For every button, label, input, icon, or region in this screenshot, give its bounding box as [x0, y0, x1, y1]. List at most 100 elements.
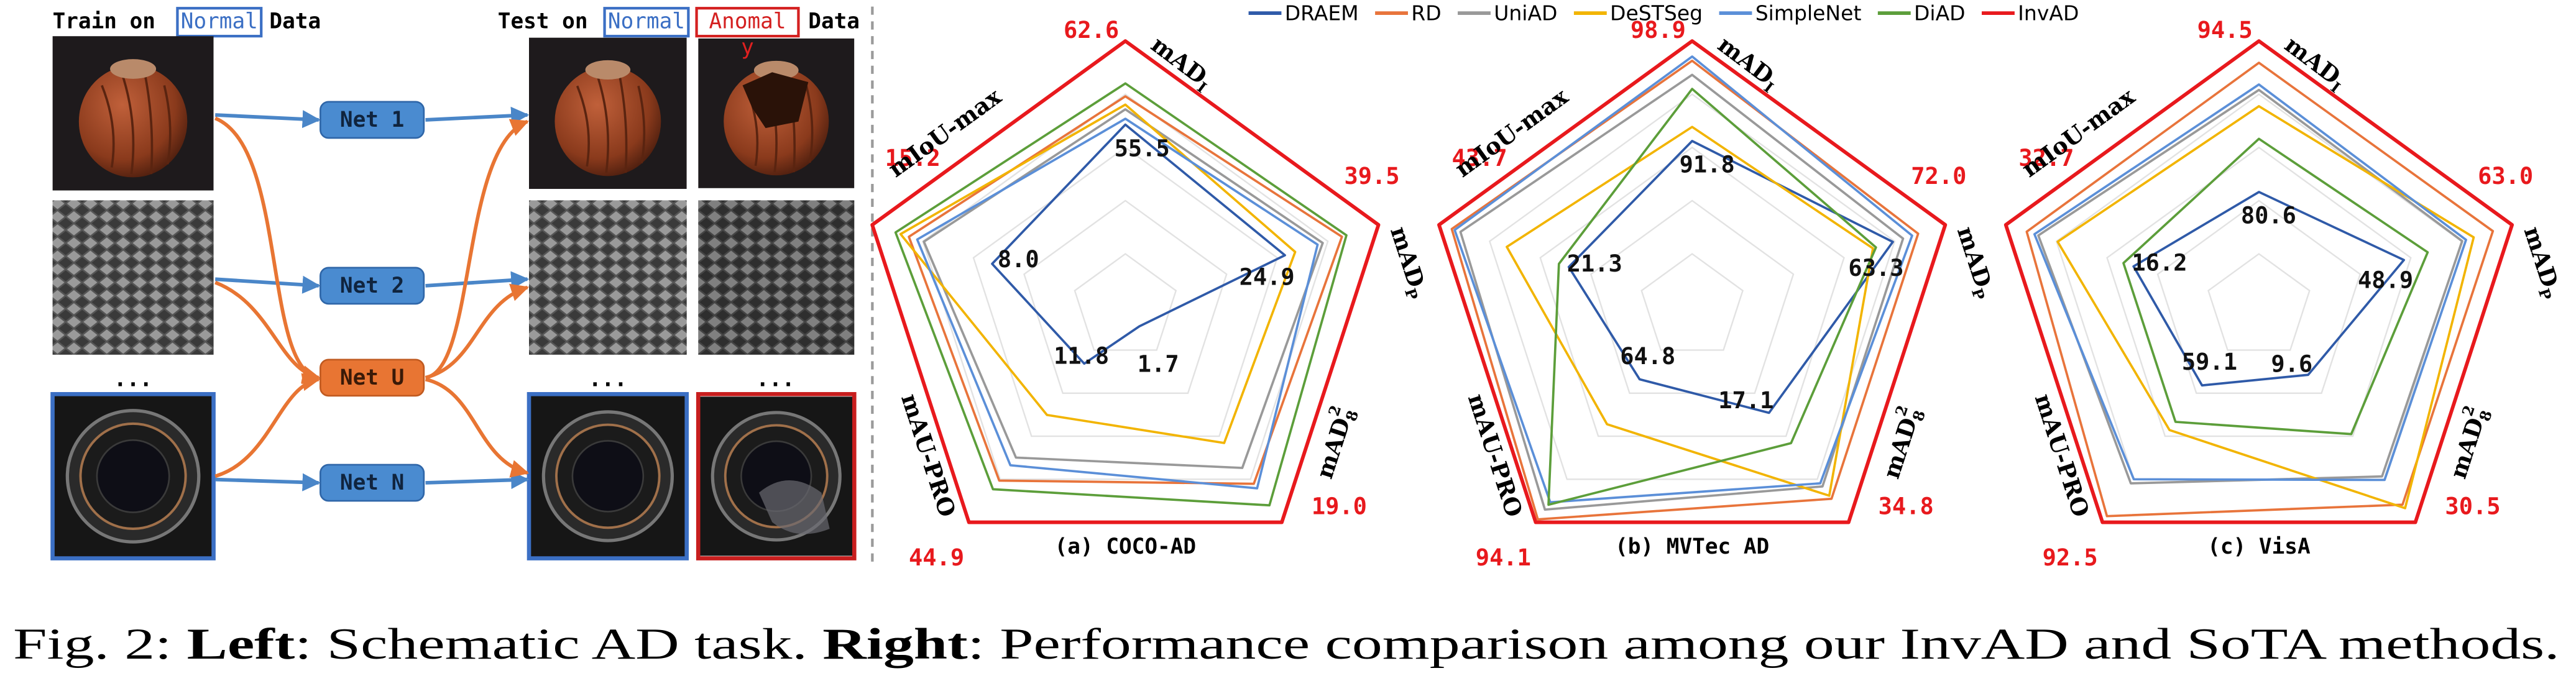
- value-label: 21.3: [1567, 250, 1622, 277]
- caption: Fig. 2: Left: Schematic AD task. Right: …: [13, 619, 2559, 669]
- grid-ring: [2207, 253, 2311, 351]
- net-label: Net N: [340, 470, 404, 495]
- value-label: 64.8: [1620, 343, 1675, 370]
- value-label: 43.7: [1452, 145, 1507, 171]
- value-label: 80.6: [2241, 202, 2296, 229]
- chart-title: (c) VisA: [2207, 534, 2311, 559]
- value-label: 11.8: [1054, 342, 1109, 369]
- grid-ring: [2106, 146, 2412, 437]
- header-text: Train on: [53, 9, 155, 34]
- value-label: 1.7: [1138, 350, 1179, 377]
- ellipsis: ...: [756, 367, 794, 392]
- series-polygon: [908, 95, 1343, 485]
- value-label: 48.9: [2358, 267, 2413, 293]
- grid-ring: [972, 146, 1279, 437]
- tag-box: [176, 7, 263, 38]
- bottle-anomal-image: [698, 396, 854, 555]
- series-polygon: [916, 117, 1319, 490]
- ellipsis: ...: [114, 367, 152, 392]
- series-polygon: [1437, 39, 1948, 524]
- net-label: Net U: [340, 365, 404, 390]
- image-border: [696, 391, 857, 560]
- value-label: 8.0: [998, 246, 1039, 273]
- caption-text: : Performance comparison among our InvAD…: [968, 619, 2560, 669]
- series-polygon: [922, 108, 1324, 469]
- series-polygon: [1459, 73, 1905, 511]
- value-label: 98.9: [1631, 17, 1686, 43]
- defect: [759, 480, 830, 534]
- series-polygon: [899, 103, 1297, 444]
- value-label: 19.0: [1312, 493, 1367, 520]
- caption-bold: Right: [822, 619, 968, 669]
- value-label: 15.2: [885, 145, 941, 171]
- arrow: [214, 280, 321, 383]
- legend-label: DRAEM: [1285, 1, 1359, 25]
- tag-anomal: Anomal: [709, 9, 786, 34]
- series-polygon: [2132, 191, 2405, 387]
- value-label: 59.1: [2182, 349, 2237, 375]
- legend-label: SimpleNet: [1755, 1, 1862, 25]
- net-box: [320, 359, 425, 397]
- hazelnut-image: [529, 36, 687, 190]
- series-polygon: [2056, 105, 2475, 510]
- bottle-image: [53, 394, 214, 558]
- series-polygon: [2025, 62, 2495, 518]
- anomaly-mark: y: [741, 35, 754, 60]
- arrow: [425, 377, 530, 478]
- series-polygon: [1453, 55, 1913, 504]
- arrow: [215, 275, 321, 294]
- value-label: 16.2: [2132, 249, 2187, 276]
- grid-image: [529, 200, 687, 355]
- value-label: 44.9: [909, 544, 964, 571]
- arrow: [425, 471, 530, 490]
- legend-label: InvAD: [2018, 1, 2079, 25]
- arrows: [214, 106, 530, 491]
- value-label: 72.0: [1911, 163, 1966, 190]
- arrow: [215, 110, 321, 129]
- arrow: [215, 473, 321, 491]
- tag-normal: Normal: [181, 9, 258, 34]
- value-label: 62.6: [1064, 17, 1119, 43]
- series-polygon: [1547, 88, 1877, 506]
- net-label: Net 1: [340, 107, 404, 132]
- header-text: Data: [269, 9, 321, 34]
- series-polygon: [2033, 83, 2467, 482]
- caption-label: Fig. 2:: [13, 619, 172, 669]
- defect: [742, 72, 809, 129]
- tag-box: [603, 7, 690, 38]
- value-label: 63.0: [2478, 163, 2533, 190]
- value-label: 94.5: [2197, 17, 2253, 43]
- chart-title: (a) COCO-AD: [1055, 534, 1196, 559]
- arrow: [214, 116, 321, 385]
- chart-title: (b) MVTec AD: [1615, 534, 1769, 559]
- value-label: 92.5: [2043, 544, 2098, 571]
- net-box: [320, 464, 425, 502]
- image-border: [50, 391, 216, 560]
- value-label: 55.5: [1115, 135, 1170, 162]
- net-label: Net 2: [340, 273, 404, 298]
- grid-ring: [1539, 146, 1845, 437]
- series-polygon: [1450, 59, 1920, 521]
- tag-box: [695, 7, 800, 38]
- value-label: 24.9: [1240, 263, 1295, 290]
- series-polygon: [2122, 137, 2429, 436]
- series-polygon: [894, 82, 1348, 507]
- value-label: 94.1: [1476, 544, 1531, 571]
- grid-ring: [1488, 93, 1896, 480]
- value-label: 9.6: [2271, 350, 2312, 377]
- tag-normal: Normal: [608, 9, 685, 34]
- value-label: 17.1: [1718, 387, 1773, 414]
- arrow: [425, 271, 530, 290]
- grid-ring: [1023, 199, 1228, 394]
- value-label: 30.5: [2445, 493, 2500, 520]
- legend-label: UniAD: [1494, 1, 1557, 25]
- hazelnut-image: [52, 36, 214, 191]
- ellipsis: ...: [589, 367, 627, 392]
- series-polygon: [991, 123, 1286, 365]
- grid-ring: [1074, 253, 1177, 351]
- series-polygon: [2003, 39, 2514, 524]
- value-label: 63.3: [1848, 255, 1903, 281]
- net-box: [320, 101, 425, 139]
